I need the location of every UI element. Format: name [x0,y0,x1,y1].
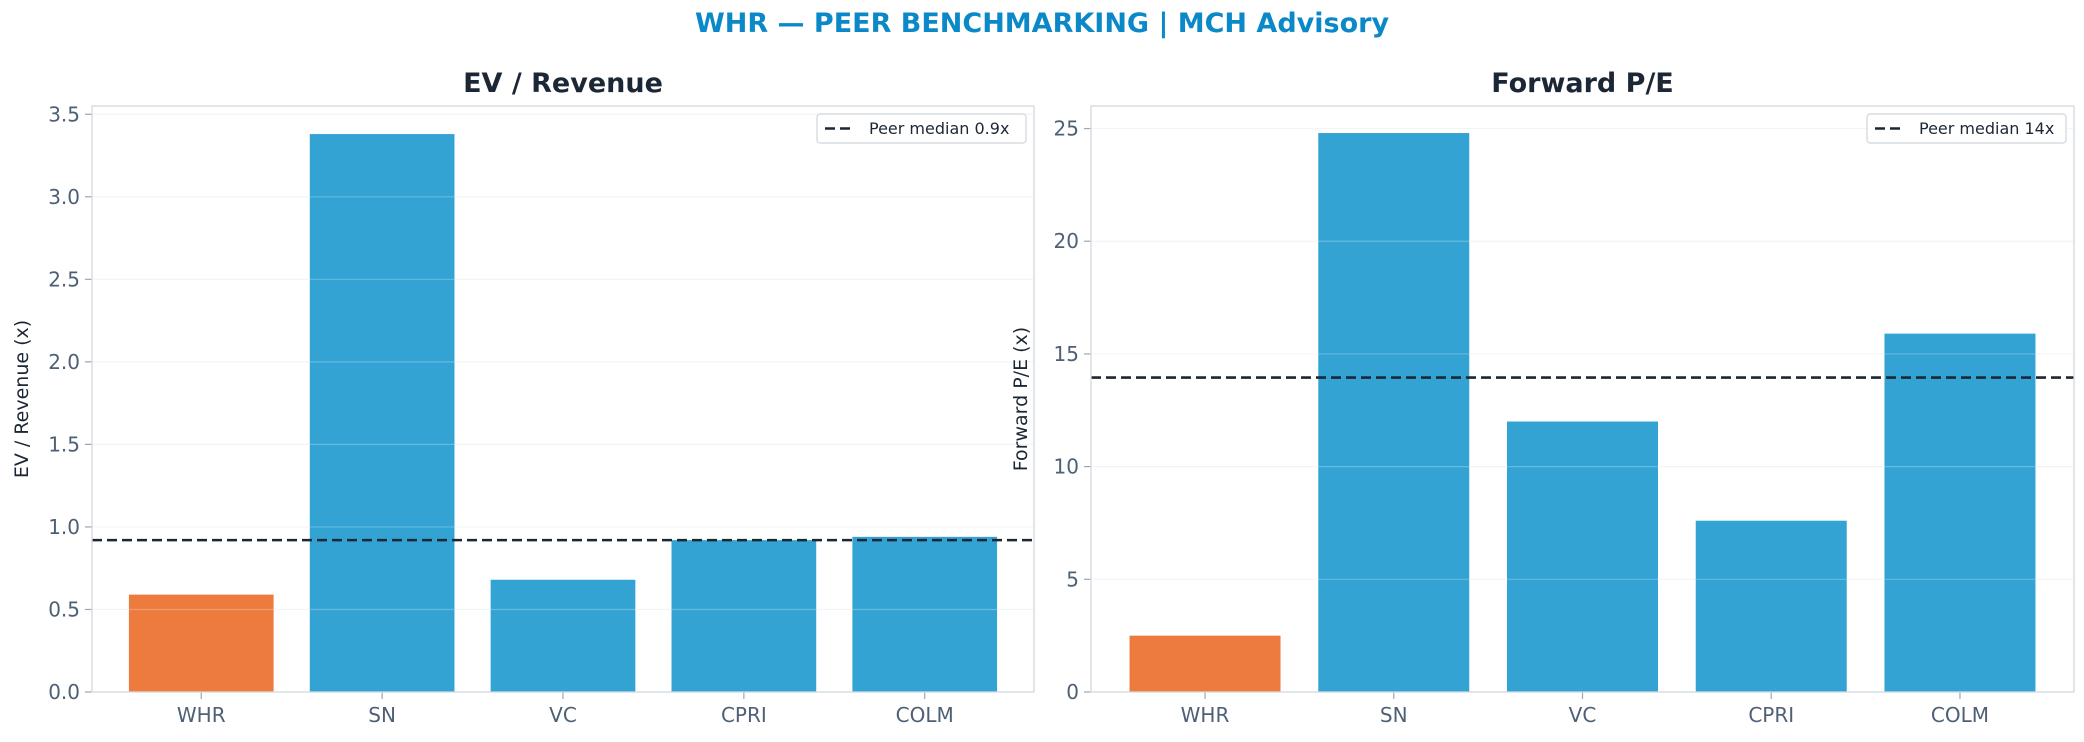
y-axis-label: EV / Revenue (x) [11,320,33,478]
y-tick-label: 1.0 [48,515,80,539]
chart-title: Forward P/E [1491,68,1674,99]
figure-title: WHR — PEER BENCHMARKING | MCH Advisory [694,8,1390,39]
bar-whr [1129,635,1281,692]
legend-label: Peer median 14x [1919,119,2054,138]
bar-cpri [671,540,817,692]
legend-box [1866,113,2067,144]
bar-colm [852,536,998,692]
y-tick-label: 3.5 [48,102,80,126]
x-tick-label: VC [549,703,577,727]
x-tick-label: COLM [1931,703,1989,727]
y-tick-label: 2.0 [48,350,80,374]
y-tick-label: 20 [1054,229,1079,253]
x-tick-label: CPRI [721,703,767,727]
y-tick-label: 10 [1054,455,1079,479]
y-tick-label: 2.5 [48,267,80,291]
plot-frame [91,105,1035,693]
bar-colm [1884,333,2036,692]
y-tick-label: 3.0 [48,185,80,209]
bar-sn [1318,133,1470,693]
y-tick-label: 1.5 [48,432,80,456]
y-tick-label: 25 [1054,117,1079,141]
plot-frame [1090,105,2075,693]
x-tick-label: COLM [896,703,954,727]
x-tick-label: WHR [1181,703,1230,727]
y-axis-label: Forward P/E (x) [1010,327,1032,471]
x-tick-label: CPRI [1748,703,1794,727]
legend-label: Peer median 0.9x [869,119,1009,138]
y-tick-label: 0.5 [48,597,80,621]
x-tick-label: SN [1380,703,1408,727]
legend-box [816,113,1027,144]
bar-sn [309,134,455,693]
bar-vc [1507,421,1658,692]
x-tick-label: WHR [177,703,226,727]
x-tick-label: SN [368,703,396,727]
chart-panel-ev-revenue: EV / Revenue EV / Revenue (x) 0.0 0.5 1.0 1.5… [11,68,1035,727]
x-tick-label: VC [1569,703,1597,727]
y-tick-label: 0.0 [48,680,80,704]
chart-panel-forward-pe: Forward P/E Forward P/E (x) 0 5 10 15 20 25 WHR S… [1010,68,2075,727]
bar-whr [128,594,274,692]
bar-cpri [1695,520,1847,692]
y-tick-label: 15 [1054,342,1079,366]
y-tick-label: 0 [1066,680,1079,704]
bar-vc [490,579,636,692]
y-tick-label: 5 [1066,567,1079,591]
chart-title: EV / Revenue [463,68,663,99]
